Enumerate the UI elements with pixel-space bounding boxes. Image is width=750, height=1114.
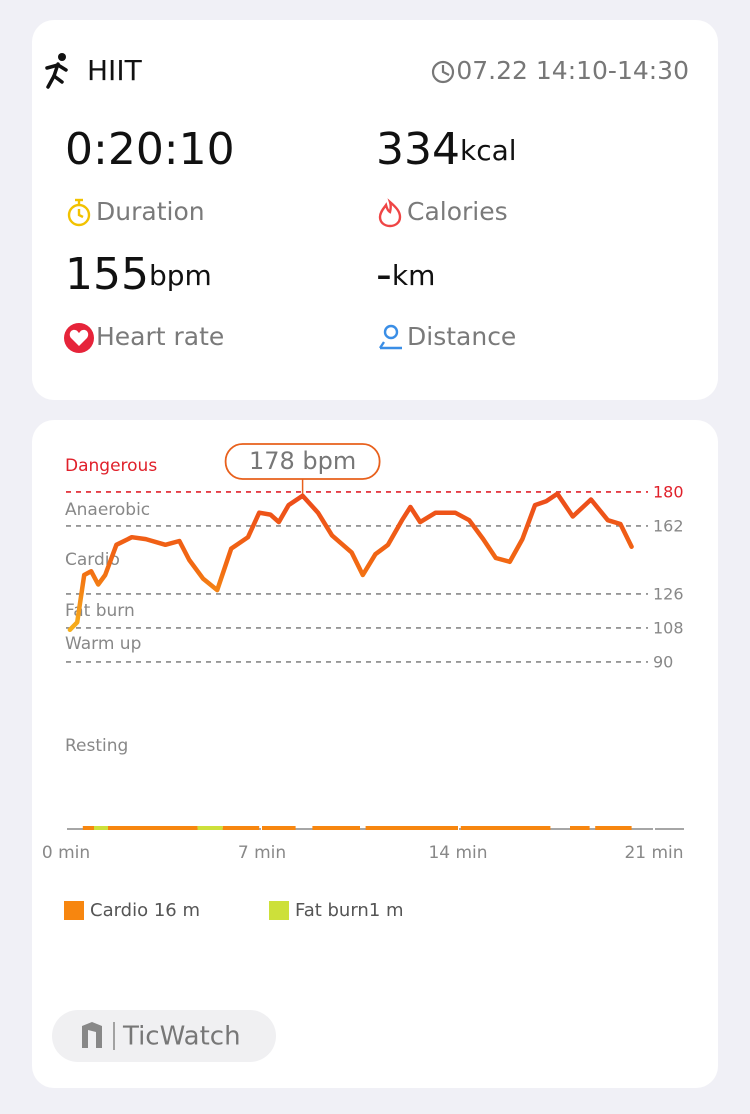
zone-segment — [312, 826, 360, 830]
zone-segment — [595, 826, 632, 830]
distance-icon — [379, 324, 402, 350]
value: 0:20:10 — [65, 124, 235, 175]
stat-value: 334kcal — [376, 124, 517, 175]
zone-segment — [108, 826, 198, 830]
heart-rate-line — [67, 491, 634, 633]
y-tick-label: 180 — [653, 482, 684, 501]
legend-swatch — [64, 901, 84, 920]
duration-icon — [67, 198, 91, 227]
value: - — [376, 249, 392, 300]
unit: kcal — [460, 134, 517, 167]
brand-pill — [52, 1010, 276, 1062]
zone-label: Warm up — [65, 634, 141, 654]
zone-label: Fat burn — [65, 601, 135, 621]
run-icon — [45, 53, 68, 89]
y-tick-label: 126 — [653, 584, 684, 603]
unit: km — [392, 259, 436, 292]
peak-label: 178 bpm — [249, 447, 356, 475]
stat-label: Heart rate — [96, 322, 224, 351]
zone-segment — [460, 826, 551, 830]
x-tick-label: 21 min — [624, 843, 683, 863]
y-tick-label: 108 — [653, 618, 684, 637]
y-tick-label: 90 — [653, 652, 673, 671]
stat-label: Duration — [96, 197, 205, 226]
x-tick-label: 0 min — [42, 843, 90, 863]
legend-swatch — [269, 901, 289, 920]
zone-label: Cardio — [65, 550, 120, 570]
zone-segment — [570, 826, 590, 830]
zone-segment — [82, 826, 94, 830]
stat-label: Calories — [407, 197, 508, 226]
legend-label: Fat burn1 m — [295, 900, 404, 921]
stat-value: 155bpm — [65, 249, 212, 300]
zone-segment — [222, 826, 260, 830]
legend-label: Cardio 16 m — [90, 900, 200, 921]
zone-label: Dangerous — [65, 456, 157, 476]
zone-label: Anaerobic — [65, 500, 150, 520]
zone-label: Resting — [65, 736, 128, 756]
value: 155 — [65, 249, 149, 300]
zone-segment — [365, 826, 458, 830]
brand: TicWatch — [122, 1022, 241, 1052]
chart-card — [32, 420, 718, 1088]
x-tick-label: 7 min — [238, 843, 286, 863]
clock-icon — [431, 60, 455, 84]
zone-segment — [197, 826, 223, 830]
brand-icon — [82, 1022, 102, 1048]
stat-value: 0:20:10 — [65, 124, 235, 175]
stat-label: Distance — [407, 322, 516, 351]
peak-box — [224, 443, 381, 480]
time-range: 07.22 14:10-14:30 — [456, 56, 689, 85]
y-tick-label: 162 — [653, 516, 684, 535]
summary-card — [32, 20, 718, 400]
activity: HIIT — [87, 54, 143, 87]
calories-icon — [378, 198, 402, 228]
stat-value: -km — [376, 249, 435, 300]
value: 334 — [376, 124, 460, 175]
unit: bpm — [149, 259, 212, 292]
zone-segment — [262, 826, 296, 830]
x-tick-label: 14 min — [428, 843, 487, 863]
zone-segment — [94, 826, 108, 830]
heart-icon — [64, 323, 94, 353]
